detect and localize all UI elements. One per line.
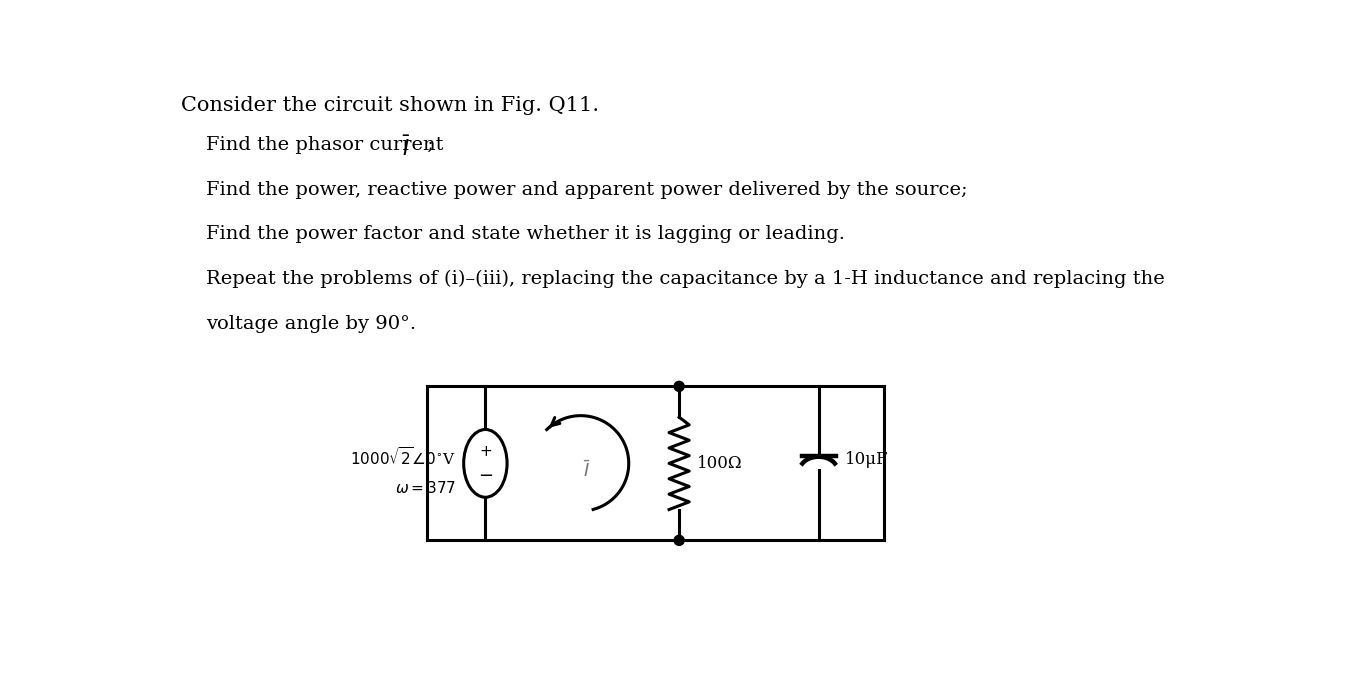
Text: $\omega = 377$: $\omega = 377$ (395, 480, 456, 496)
Text: Find the phasor current: Find the phasor current (206, 136, 450, 154)
Text: $1000\sqrt{2}\angle0^{\circ}$V: $1000\sqrt{2}\angle0^{\circ}$V (350, 446, 456, 468)
Text: Find the power, reactive power and apparent power delivered by the source;: Find the power, reactive power and appar… (206, 181, 969, 199)
Text: $\bar{I}$: $\bar{I}$ (402, 136, 412, 161)
Circle shape (674, 535, 685, 545)
Text: voltage angle by 90°.: voltage angle by 90°. (206, 315, 417, 333)
Text: 100Ω: 100Ω (697, 455, 742, 472)
Text: +: + (479, 443, 491, 459)
Text: $\bar{I}$: $\bar{I}$ (583, 461, 591, 482)
Text: Repeat the problems of (i)–(iii), replacing the capacitance by a 1-H inductance : Repeat the problems of (i)–(iii), replac… (206, 270, 1165, 288)
Text: −: − (477, 468, 493, 486)
Text: Consider the circuit shown in Fig. Q11.: Consider the circuit shown in Fig. Q11. (181, 96, 600, 115)
Ellipse shape (464, 429, 508, 497)
Text: Find the power factor and state whether it is lagging or leading.: Find the power factor and state whether … (206, 225, 845, 244)
Text: 10μF: 10μF (845, 451, 889, 468)
Text: ;: ; (421, 136, 434, 154)
Circle shape (674, 381, 685, 392)
